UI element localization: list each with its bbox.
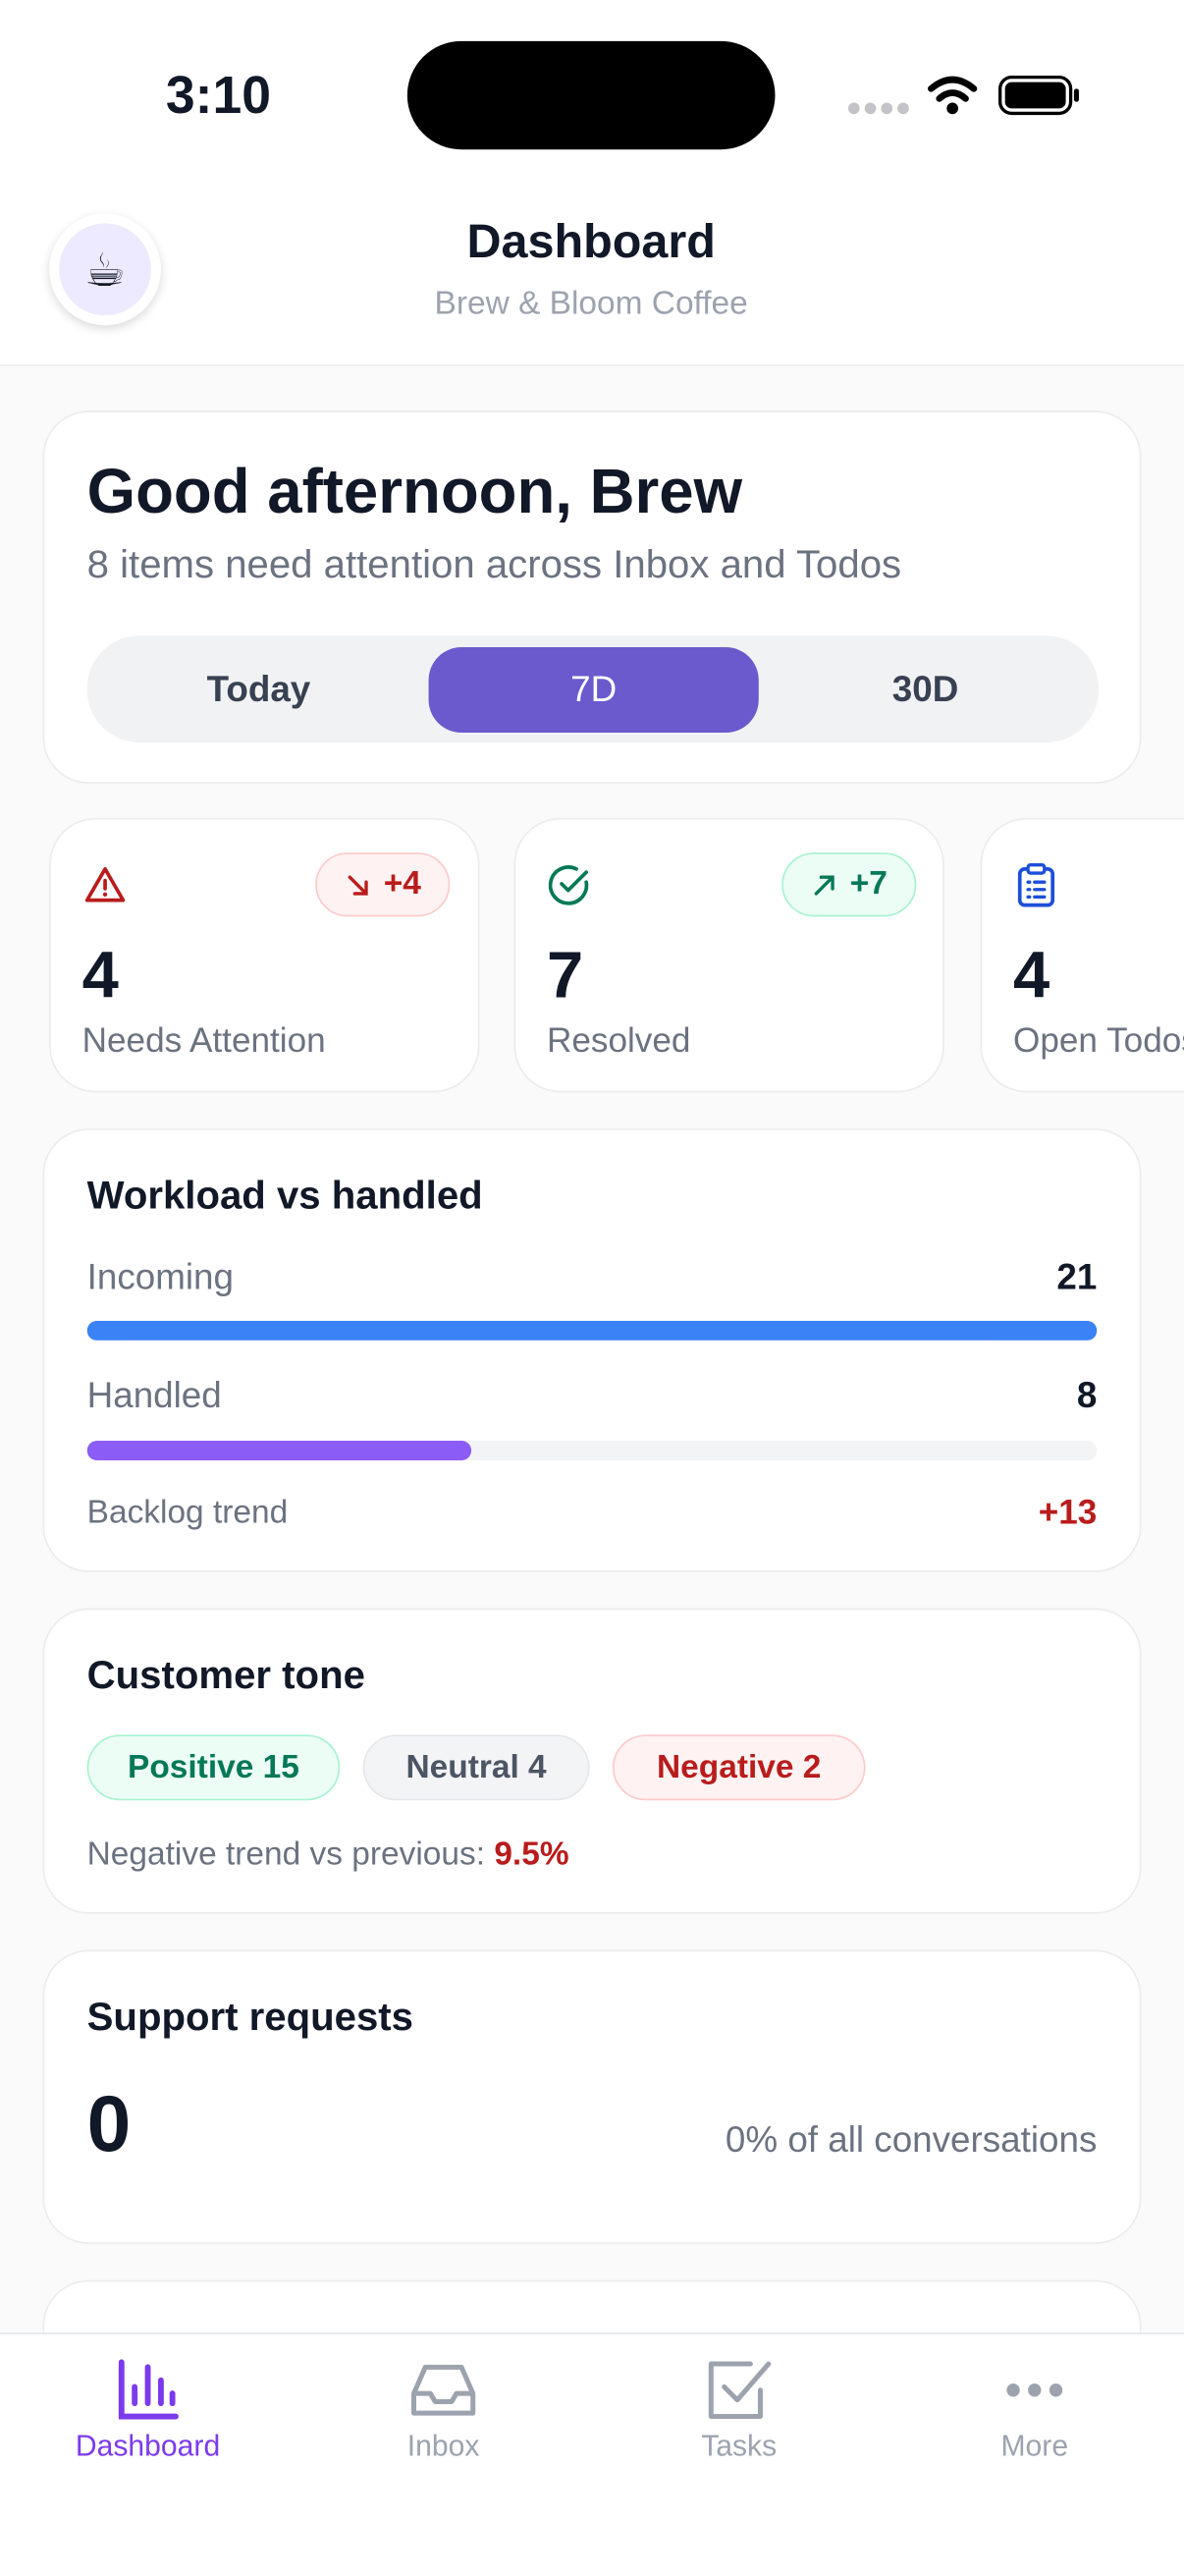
chip-label: Positive	[128, 1748, 254, 1785]
chip-label: Negative	[657, 1748, 794, 1785]
trend-arrow	[813, 874, 834, 895]
bar-track	[86, 1440, 1098, 1461]
greeting-title: Good afternoon, Brew	[86, 459, 743, 528]
stat-card[interactable]: +7 7 Resolved	[513, 817, 944, 1093]
row-value: 8	[1076, 1374, 1098, 1416]
dynamic-island	[406, 40, 776, 150]
chip-value: 15	[262, 1748, 299, 1785]
range-option[interactable]: 7D	[428, 647, 759, 734]
row-label: Incoming	[86, 1256, 234, 1298]
stat-value: 7	[547, 939, 584, 1013]
page-subtitle: Brew & Bloom Coffee	[434, 286, 748, 322]
tone-chip[interactable]: Neutral 4	[362, 1734, 590, 1801]
stat-label: Needs Attention	[81, 1022, 326, 1061]
trend-arrow	[347, 874, 368, 895]
tone-chip[interactable]: Positive 15	[86, 1734, 341, 1801]
tone-card: Customer tone Positive 15 Neutral 4 Nega…	[42, 1608, 1142, 1914]
bar	[86, 1440, 472, 1461]
tab-label: More	[1000, 2429, 1069, 2463]
page-title: Dashboard	[466, 216, 716, 269]
tab[interactable]: Inbox	[296, 2334, 591, 2576]
range-option[interactable]: Today	[206, 668, 311, 710]
stat-card[interactable]: +4 4 Needs Attention	[49, 817, 480, 1093]
clock: 3:10	[165, 65, 272, 125]
support-card: Support requests 0 0% of all conversatio…	[42, 1949, 1142, 2244]
greeting-subtitle: 8 items need attention across Inbox and …	[86, 542, 902, 588]
trend-value: +13	[1038, 1494, 1098, 1532]
check-icon	[548, 865, 589, 905]
stat-label: Resolved	[547, 1022, 691, 1061]
clipboard-icon	[1017, 862, 1055, 907]
avatar-icon: ☕	[59, 223, 151, 316]
greeting-card: Good afternoon, Brew 8 items need attent…	[42, 411, 1142, 784]
badge-text: +7	[849, 865, 888, 903]
avatar[interactable]: ☕	[49, 213, 161, 326]
tab-icon	[118, 2359, 179, 2420]
tab-icon	[411, 2364, 476, 2416]
tab-label: Dashboard	[75, 2429, 221, 2463]
tone-footer: Negative trend vs previous: 9.5%	[87, 1835, 569, 1874]
tab[interactable]: Dashboard	[0, 2334, 296, 2576]
trend-badge: +4	[315, 852, 451, 917]
status-bar: 3:10	[0, 0, 1184, 181]
trend-label: Backlog trend	[86, 1495, 289, 1531]
footer-value: 9.5%	[494, 1836, 569, 1873]
stat-card[interactable]: 4 Open Todos	[980, 817, 1184, 1093]
footer-label: Negative trend vs previous:	[86, 1836, 486, 1873]
chip-value: 2	[802, 1748, 822, 1785]
card-title: Customer tone	[86, 1653, 365, 1698]
trend-badge: +7	[781, 852, 917, 917]
chip-value: 4	[528, 1748, 547, 1785]
stat-value: 4	[81, 939, 119, 1013]
status-icons	[847, 75, 1079, 116]
tab-icon	[708, 2361, 772, 2420]
tab-label: Tasks	[701, 2429, 778, 2463]
tone-chip[interactable]: Negative 2	[612, 1734, 866, 1801]
card-title: Workload vs handled	[86, 1174, 483, 1219]
support-value: 0	[86, 2081, 132, 2169]
tab[interactable]: More	[887, 2334, 1182, 2576]
tab-bar: Dashboard Inbox Tasks More	[0, 2332, 1184, 2576]
chip-label: Neutral	[405, 1748, 519, 1785]
tab-icon	[1006, 2384, 1063, 2397]
row-label: Handled	[86, 1374, 222, 1416]
bar	[86, 1320, 1098, 1341]
tab[interactable]: Tasks	[591, 2334, 887, 2576]
row-value: 21	[1056, 1256, 1098, 1298]
badge-text: +4	[383, 865, 421, 903]
tab-label: Inbox	[406, 2429, 480, 2463]
header: ☕ Dashboard Brew & Bloom Coffee	[0, 180, 1184, 367]
warning-icon	[84, 867, 126, 903]
support-note: 0% of all conversations	[725, 2118, 1098, 2161]
stat-value: 4	[1013, 939, 1050, 1013]
range-option[interactable]: 30D	[891, 668, 959, 710]
range-selector: Today 7D 30D	[86, 635, 1100, 743]
stat-label: Open Todos	[1013, 1022, 1184, 1061]
card-title: Support requests	[86, 1995, 414, 2040]
workload-card: Workload vs handled Incoming 21 Handled …	[42, 1128, 1142, 1572]
bar-track	[86, 1320, 1098, 1341]
